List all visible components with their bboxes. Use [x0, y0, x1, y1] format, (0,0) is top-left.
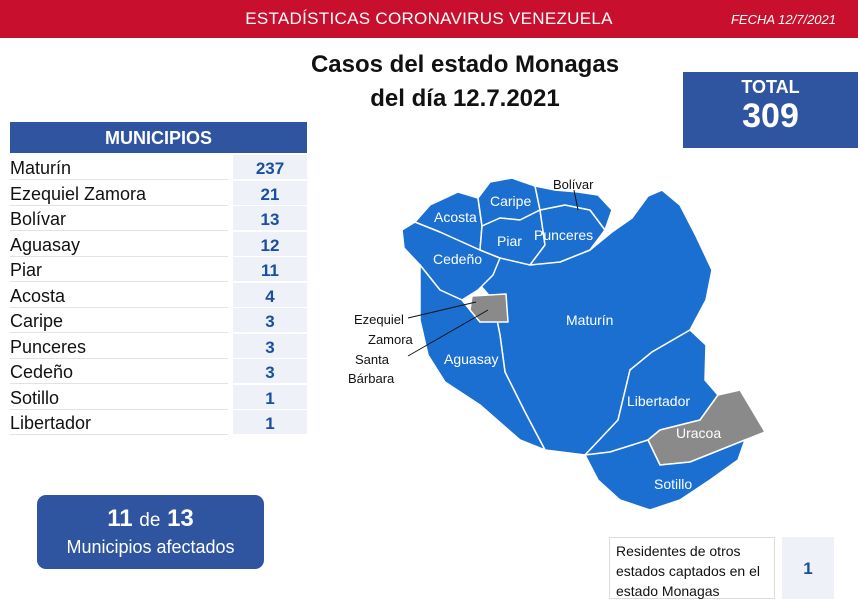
municipio-cases: 11 [233, 257, 307, 282]
table-row: Sotillo 1 [10, 384, 307, 411]
map-label-caripe: Caripe [490, 193, 531, 209]
municipio-cases: 3 [233, 333, 307, 359]
table-row: Maturín 237 [10, 155, 307, 181]
map-label-acosta: Acosta [434, 209, 477, 225]
table-row: Bolívar 13 [10, 206, 307, 232]
map-label-aguasay: Aguasay [444, 351, 498, 367]
leader-line-ezequiel [407, 301, 477, 319]
municipio-cases: 1 [233, 410, 307, 435]
municipio-name: Bolívar [10, 206, 228, 231]
municipio-cases: 4 [233, 282, 307, 308]
municipios-table: Maturín 237 Ezequiel Zamora 21 Bolívar 13 A… [10, 155, 307, 436]
municipio-name: Ezequiel Zamora [10, 181, 228, 206]
affected-count-line: 11 de 13 [37, 505, 264, 533]
table-row: Ezequiel Zamora 21 [10, 180, 307, 207]
affected-of: 13 [167, 505, 194, 532]
municipio-cases: 12 [233, 231, 307, 257]
map-label-ezequiel-line2: Zamora [368, 332, 414, 347]
municipio-cases: 1 [233, 384, 307, 410]
residents-label-line1: Residentes de otros [616, 543, 741, 559]
header-date: FECHA 12/7/2021 [730, 12, 836, 27]
map-label-santa-line2: Bárbara [348, 371, 395, 386]
municipio-name: Cedeño [10, 359, 228, 384]
map-region-aguasay [419, 264, 546, 451]
table-row: Acosta 4 [10, 282, 307, 309]
map-label-maturin: Maturín [566, 312, 613, 328]
table-row: Libertador 1 [10, 410, 307, 436]
residents-label-line3: estado Monagas [616, 583, 720, 599]
municipio-name: Caripe [10, 308, 228, 333]
map-region-bolivar [534, 185, 613, 231]
map-region-ezequiel-zamora [469, 293, 509, 323]
table-row: Aguasay 12 [10, 231, 307, 258]
affected-label: Municipios afectados [66, 537, 235, 557]
municipio-cases: 3 [233, 359, 307, 384]
map-label-punceres: Punceres [534, 227, 593, 243]
map-region-sotillo [584, 439, 746, 511]
municipio-name: Acosta [10, 283, 228, 308]
map-label-sotillo: Sotillo [654, 476, 692, 492]
map-label-bolivar: Bolívar [553, 177, 594, 192]
leader-line-santa-barbara [407, 309, 489, 357]
municipio-cases: 3 [233, 308, 307, 333]
municipio-cases: 237 [233, 155, 307, 180]
municipio-name: Piar [10, 257, 228, 282]
table-row: Caripe 3 [10, 308, 307, 334]
total-label: TOTAL [741, 77, 800, 97]
top-bar: ESTADÍSTICAS CORONAVIRUS VENEZUELA FECHA… [0, 0, 858, 38]
total-value: 309 [742, 97, 799, 135]
table-row: Piar 11 [10, 257, 307, 283]
page-title-line1: Casos del estado Monagas [310, 51, 620, 78]
map-label-libertador: Libertador [627, 393, 690, 409]
table-row: Punceres 3 [10, 333, 307, 360]
municipio-name: Sotillo [10, 385, 228, 410]
map-label-ezequiel-line1: Ezequiel [354, 312, 404, 327]
map-label-santa-line1: Santa [355, 352, 390, 367]
municipio-name: Libertador [10, 410, 228, 435]
page-title-line2: del día 12.7.2021 [370, 85, 560, 112]
municipios-header: MUNICIPIOS [10, 122, 307, 153]
affected-connector: de [139, 510, 161, 531]
residents-label-line2: estados captados en el [616, 563, 760, 579]
municipio-name: Punceres [10, 334, 228, 359]
residents-label: Residentes de otros estados captados en … [609, 537, 775, 599]
table-row: Cedeño 3 [10, 359, 307, 385]
municipio-name: Maturín [10, 155, 228, 180]
map-label-uracoa: Uracoa [676, 425, 721, 441]
municipio-name: Aguasay [10, 232, 228, 257]
affected-box: 11 de 13 Municipios afectados [37, 495, 264, 569]
municipio-cases: 21 [233, 180, 307, 206]
map-label-cedeno: Cedeño [433, 251, 482, 267]
header-title: ESTADÍSTICAS CORONAVIRUS VENEZUELA [245, 9, 613, 28]
map-label-piar: Piar [497, 233, 522, 249]
municipio-cases: 13 [233, 206, 307, 231]
leader-line-bolivar [573, 189, 579, 211]
residents-value: 1 [782, 537, 834, 599]
affected-count: 11 [107, 505, 133, 532]
page-title: Casos del estado Monagas del día 12.7.20… [280, 48, 650, 116]
total-box: TOTAL 309 [683, 72, 858, 148]
